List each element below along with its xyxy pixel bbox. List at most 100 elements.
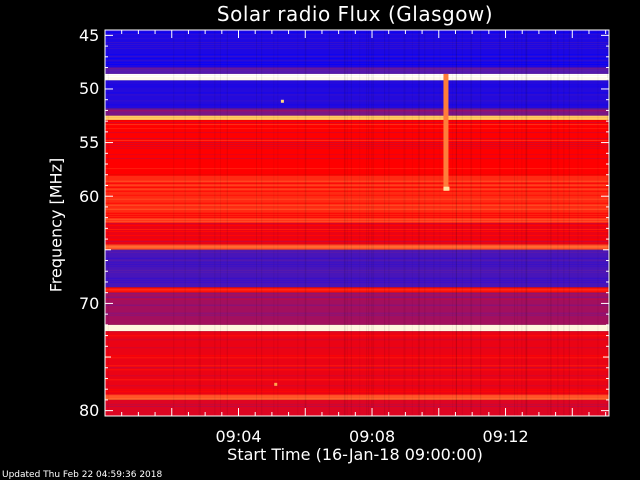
noise-row: [105, 369, 609, 371]
time-stripe: [403, 30, 405, 416]
noise-row: [105, 148, 609, 150]
noise-row: [105, 298, 609, 300]
noise-row: [105, 261, 609, 263]
time-stripe: [439, 30, 441, 416]
noise-row: [105, 48, 609, 49]
noise-row: [105, 108, 609, 110]
burst-track: [443, 73, 449, 191]
time-stripe: [255, 30, 257, 416]
time-stripe: [219, 30, 221, 416]
noise-row: [105, 249, 609, 251]
noise-row: [105, 67, 609, 69]
time-stripe: [346, 30, 348, 416]
noise-row: [105, 128, 609, 130]
noise-row: [105, 194, 609, 196]
x-axis-label: Start Time (16-Jan-18 09:00:00): [227, 445, 483, 464]
time-stripe: [424, 30, 426, 416]
time-stripe: [597, 30, 599, 416]
noise-row: [105, 379, 609, 381]
time-stripe: [277, 30, 279, 416]
time-stripe: [461, 30, 463, 416]
noise-row: [105, 146, 609, 148]
time-stripe: [388, 30, 390, 416]
time-stripe: [173, 30, 175, 416]
time-stripe: [550, 30, 552, 416]
time-stripe: [273, 30, 275, 416]
noise-row: [105, 117, 609, 119]
noise-row: [105, 214, 609, 216]
noise-row: [105, 355, 609, 357]
y-axis-label: Frequency [MHz]: [46, 157, 66, 293]
noise-row: [105, 403, 609, 405]
time-stripe: [328, 30, 330, 416]
time-stripe: [297, 30, 299, 416]
noise-row: [105, 277, 609, 279]
noise-row: [105, 296, 609, 298]
noise-row: [105, 56, 609, 57]
time-stripe: [568, 30, 570, 416]
time-stripe: [524, 30, 526, 416]
time-stripe: [418, 30, 420, 416]
noise-row: [105, 367, 609, 369]
time-stripe: [359, 30, 361, 416]
noise-row: [105, 58, 609, 59]
noise-row: [105, 104, 609, 106]
noise-row: [105, 174, 609, 176]
noise-row: [105, 271, 609, 273]
time-stripe: [577, 30, 579, 416]
noise-row: [105, 204, 609, 206]
time-stripe: [471, 30, 473, 416]
noise-row: [105, 265, 609, 267]
noise-row: [105, 223, 609, 224]
noise-row: [105, 186, 609, 188]
time-stripe: [226, 30, 228, 416]
noise-row: [105, 86, 609, 88]
noise-row: [105, 389, 609, 391]
plot-frame: [104, 29, 610, 417]
noise-row: [105, 42, 609, 43]
time-stripe: [607, 30, 609, 416]
time-stripe: [547, 30, 549, 416]
noise-row: [105, 385, 609, 387]
time-stripe: [411, 30, 413, 416]
updated-timestamp: Updated Thu Feb 22 04:59:36 2018: [2, 470, 163, 480]
noise-row: [105, 182, 609, 184]
noise-row: [105, 257, 609, 259]
noise-row: [105, 212, 609, 214]
noise-row: [105, 235, 609, 236]
time-stripe: [455, 30, 457, 416]
noise-row: [105, 115, 609, 117]
time-stripe: [521, 30, 523, 416]
noise-row: [105, 405, 609, 407]
noise-row: [105, 331, 609, 333]
frequency-band: [105, 67, 609, 74]
frequency-band: [105, 108, 609, 116]
time-stripe: [343, 30, 345, 416]
time-stripe: [470, 30, 472, 416]
time-stripe: [417, 30, 419, 416]
time-stripe: [107, 30, 109, 416]
time-stripe: [581, 30, 583, 416]
noise-row: [105, 339, 609, 341]
time-stripe: [344, 30, 346, 416]
time-stripe: [373, 30, 375, 416]
noise-row: [105, 335, 609, 337]
time-stripe: [452, 30, 454, 416]
y-tick-label: 45: [79, 25, 100, 45]
y-tick-label: 55: [79, 133, 100, 153]
frequency-band: [105, 324, 609, 332]
noise-row: [105, 225, 609, 226]
y-tick-label: 60: [79, 186, 100, 206]
noise-row: [105, 259, 609, 261]
noise-row: [105, 220, 609, 222]
noise-row: [105, 32, 609, 33]
time-stripe: [304, 30, 306, 416]
noise-row: [105, 64, 609, 65]
noise-row: [105, 38, 609, 39]
noise-row: [105, 269, 609, 271]
time-stripe: [563, 30, 565, 416]
noise-row: [105, 241, 609, 242]
x-tick-label: 09:04: [215, 426, 262, 446]
noise-row: [105, 73, 609, 75]
